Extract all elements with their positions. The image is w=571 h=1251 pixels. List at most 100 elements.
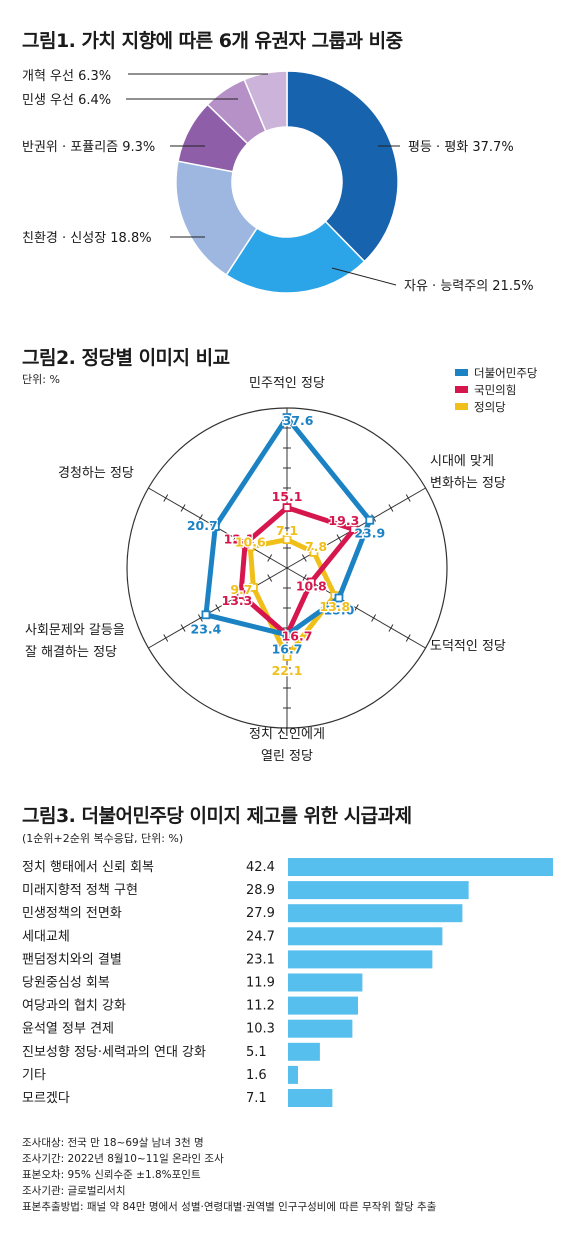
bar-value-label: 28.9 [246, 883, 275, 898]
radar-point [282, 413, 292, 423]
radar-point [282, 503, 292, 513]
radar-point [201, 610, 211, 620]
bar [288, 973, 363, 992]
radar-data-label: 10.6 [235, 534, 266, 549]
figure2-title: 그림2. 정당별 이미지 비교 [22, 347, 230, 369]
bar-value-label: 1.6 [246, 1068, 267, 1083]
legend-label: 더불어민주당 [474, 366, 538, 380]
bar-chart: 정치 행태에서 신뢰 회복 42.4 미래지향적 정책 구현 28.9 민생정책의 전면… [22, 858, 553, 1107]
radar-tick [180, 624, 186, 632]
note-line: 조사대상: 전국 만 18~69살 남녀 3천 명 [22, 1137, 204, 1149]
radar-tick [267, 574, 273, 582]
bar-value-label: 42.4 [246, 860, 275, 875]
radar-data-label: 15.0 [324, 603, 355, 618]
bar-value-label: 5.1 [246, 1045, 267, 1060]
radar-data-label: 23.9 [354, 526, 385, 541]
radar-point [282, 652, 292, 661]
radar-data-label: 19.3 [328, 513, 359, 528]
radar-point [282, 630, 292, 640]
radar-tick [197, 514, 203, 522]
bar-value-label: 24.7 [246, 929, 275, 944]
bar-category-label: 미래지향적 정책 구현 [22, 883, 138, 898]
radar-data-label: 7.1 [276, 523, 298, 538]
radar-point [248, 583, 258, 592]
radar-axis-label: 시대에 맞게 변화하는 정당 [430, 454, 506, 491]
bar [288, 1089, 333, 1107]
bar-category-label: 세대교체 [22, 929, 70, 944]
legend-swatch [455, 369, 468, 376]
radar-axis-label: 정치 신인에게 열린 정당 [249, 727, 325, 764]
radar-tick [301, 574, 307, 582]
radar-tick [163, 494, 169, 502]
radar-tick [232, 594, 238, 602]
legend-swatch [455, 386, 468, 393]
radar-tick [405, 494, 411, 502]
radar-tick [405, 634, 411, 642]
bar-category-label: 기타 [22, 1068, 46, 1083]
survey-notes: 조사대상: 전국 만 18~69살 남녀 3천 명 조사기간: 2022년 8월… [22, 1135, 436, 1215]
radar-point [365, 515, 375, 525]
bar [288, 1065, 298, 1084]
bar-value-label: 7.1 [246, 1091, 267, 1106]
legend-label: 정의당 [474, 400, 506, 414]
radar-data-label: 15.1 [272, 489, 303, 504]
radar-tick [301, 554, 307, 562]
radar-point [309, 548, 319, 557]
bar-value-label: 27.9 [246, 906, 275, 921]
radar-tick [232, 534, 238, 542]
radar-tick [180, 504, 186, 512]
radar-tick [388, 624, 394, 632]
radar-axis-label: 사회문제와 갈등을 잘 해결하는 정당 [25, 623, 125, 660]
slice-label: 민생 우선 6.4% [22, 93, 111, 108]
bar-category-label: 진보성향 정당·세력과의 연대 강화 [22, 1045, 206, 1060]
note-line: 표본추출방법: 패널 약 84만 명에서 성별·연령대별·권역별 인구구성비에 … [22, 1201, 437, 1213]
figure3-title: 그림3. 더불어민주당 이미지 제고를 위한 시급과제 [22, 805, 412, 827]
legend-swatch [455, 403, 468, 410]
radar-data-label: 16.7 [272, 641, 303, 656]
radar-tick [267, 554, 273, 562]
bar-category-label: 팬덤정치와의 결별 [22, 952, 122, 967]
radar-tick [197, 614, 203, 622]
radar-tick [215, 604, 221, 612]
radar-data-label: 20.7 [187, 518, 218, 533]
radar-data-label: 23.4 [191, 621, 222, 636]
slice-label: 평등 · 평화 37.7% [408, 140, 514, 155]
bar [288, 904, 463, 923]
figure2-unit: 단위: % [22, 373, 60, 386]
radar-tick [163, 634, 169, 642]
bar-value-label: 23.1 [246, 952, 275, 967]
pie-slice [225, 220, 366, 294]
figure3-subtitle: (1순위+2순위 복수응답, 단위: %) [22, 832, 184, 845]
slice-label: 자유 · 능력주의 21.5% [404, 279, 534, 294]
bar [288, 1042, 320, 1061]
radar-data-label: 37.6 [283, 413, 314, 428]
radar-tick [319, 584, 325, 592]
bar-category-label: 당원중심성 회복 [22, 976, 110, 991]
bar-value-label: 11.2 [246, 999, 275, 1014]
figure1-title: 그림1. 가치 지향에 따른 6개 유권자 그룹과 비중 [22, 30, 403, 52]
radar-point [282, 535, 292, 544]
pie-slice [243, 70, 288, 133]
radar-data-label: 12.1 [224, 531, 255, 546]
radar-point [306, 577, 316, 587]
radar-point [210, 522, 220, 531]
bar-category-label: 모르겠다 [22, 1091, 70, 1106]
radar-axis-label: 경청하는 정당 [58, 466, 134, 481]
radar-data-label: 9.7 [230, 582, 252, 597]
bar-category-label: 여당과의 협치 강화 [22, 999, 126, 1014]
radar-tick [353, 604, 359, 612]
radar-axis-label: 민주적인 정당 [249, 376, 325, 391]
pie-slice [286, 70, 399, 263]
leader-line [331, 267, 397, 286]
bar [288, 950, 433, 969]
radar-axis-label: 도덕적인 정당 [430, 639, 506, 654]
slice-label: 친환경 · 신성장 18.8% [22, 231, 152, 246]
radar-point [349, 525, 359, 534]
bar [288, 996, 358, 1015]
legend-label: 국민의힘 [474, 383, 516, 397]
slice-label: 반권위 · 포퓰리즘 9.3% [22, 140, 155, 155]
note-line: 표본오차: 95% 신뢰수준 ±1.8%포인트 [22, 1169, 201, 1181]
radar-data-label: 7.8 [305, 539, 327, 554]
radar-chart: 37.6 23.9 15.0 16.7 23.4 20.7 15.1 19.3 10.8 16.7… [25, 366, 538, 764]
radar-point [236, 590, 246, 599]
